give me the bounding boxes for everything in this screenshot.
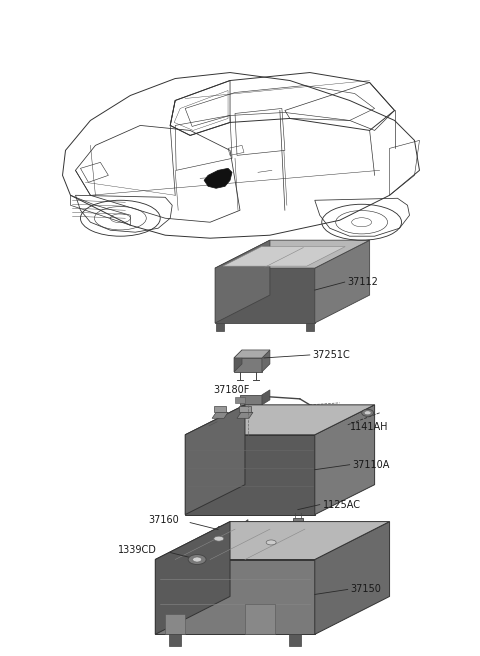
Polygon shape [315, 240, 370, 323]
Polygon shape [212, 413, 228, 419]
Polygon shape [240, 395, 262, 405]
Ellipse shape [266, 540, 276, 545]
Polygon shape [315, 522, 390, 634]
Ellipse shape [364, 411, 371, 415]
Polygon shape [262, 350, 270, 372]
Polygon shape [185, 435, 315, 514]
Polygon shape [245, 604, 275, 634]
Ellipse shape [361, 409, 373, 417]
Polygon shape [293, 518, 303, 525]
Polygon shape [215, 268, 315, 323]
Polygon shape [234, 350, 242, 372]
Polygon shape [155, 560, 315, 634]
Polygon shape [240, 520, 248, 533]
Text: 37150: 37150 [351, 584, 382, 594]
Polygon shape [155, 522, 230, 634]
Polygon shape [237, 413, 253, 419]
Text: 1339CD: 1339CD [119, 544, 157, 554]
Polygon shape [234, 358, 262, 372]
Text: 37160: 37160 [148, 514, 179, 525]
Text: 1141AH: 1141AH [350, 422, 388, 432]
Text: 37180F: 37180F [213, 385, 250, 395]
Ellipse shape [192, 557, 202, 562]
Polygon shape [155, 522, 390, 560]
Polygon shape [289, 634, 301, 646]
Polygon shape [262, 390, 270, 405]
Text: 37251C: 37251C [313, 350, 350, 360]
Polygon shape [204, 169, 232, 188]
Polygon shape [315, 405, 374, 514]
Polygon shape [218, 525, 240, 542]
Polygon shape [215, 240, 270, 323]
Polygon shape [235, 397, 245, 403]
Polygon shape [223, 247, 345, 266]
Polygon shape [234, 350, 270, 358]
Polygon shape [306, 323, 314, 331]
Polygon shape [216, 323, 224, 331]
Polygon shape [185, 405, 374, 435]
Ellipse shape [188, 554, 206, 565]
Polygon shape [169, 634, 181, 646]
Polygon shape [214, 406, 226, 413]
Polygon shape [239, 406, 251, 413]
Polygon shape [215, 240, 370, 268]
Text: 37110A: 37110A [353, 460, 390, 470]
Polygon shape [165, 615, 185, 634]
Polygon shape [185, 405, 245, 514]
Text: 1125AC: 1125AC [323, 500, 361, 510]
Ellipse shape [214, 536, 224, 541]
Text: 37112: 37112 [348, 277, 379, 287]
